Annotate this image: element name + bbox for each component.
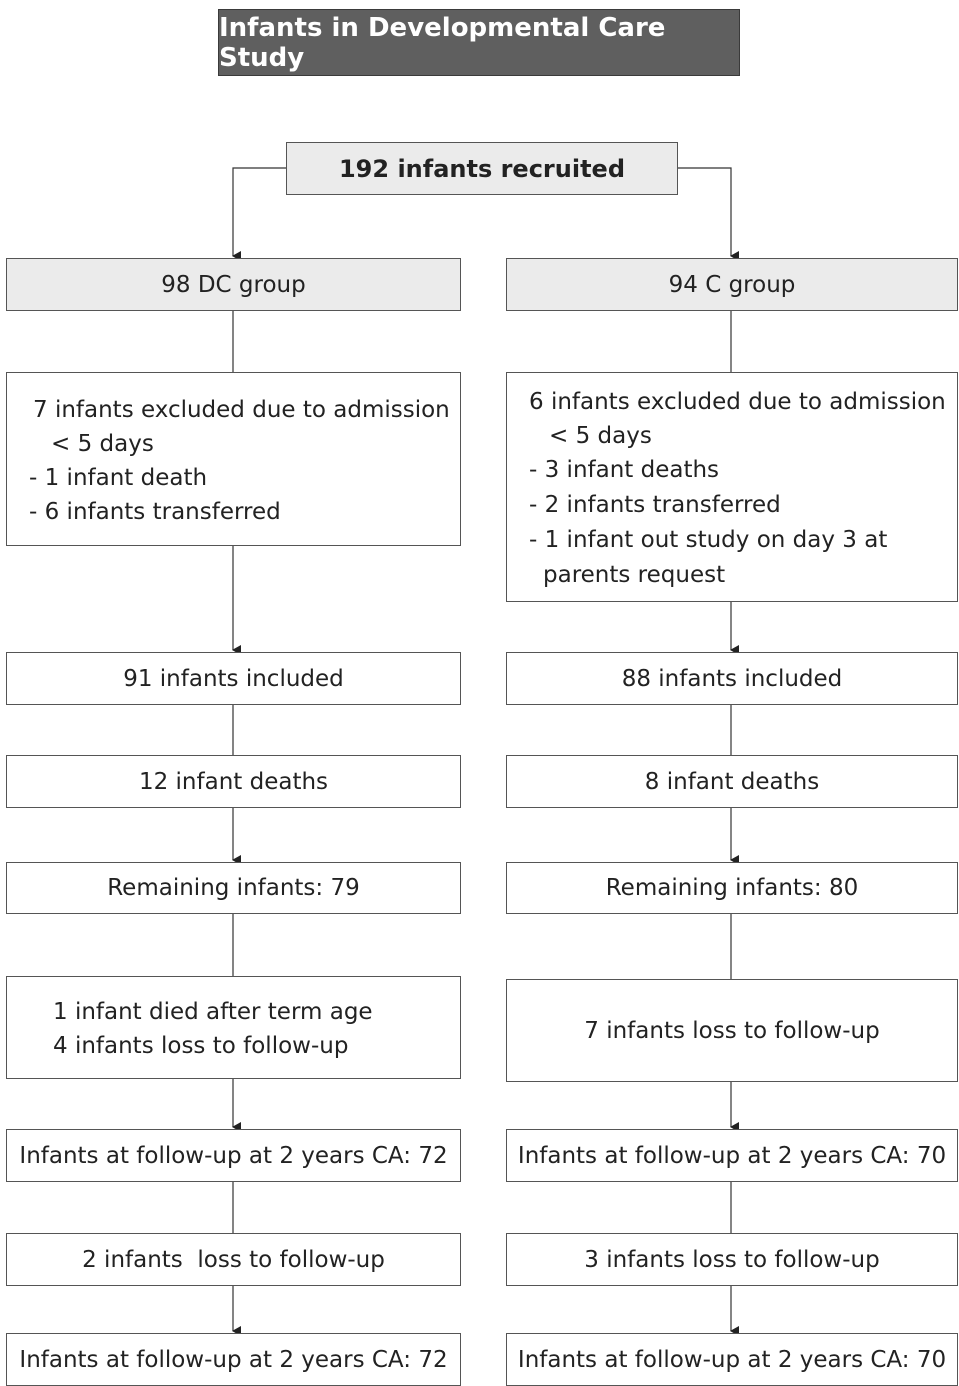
dc-lost-box: 1 infant died after term age 4 infants l… bbox=[6, 976, 461, 1079]
dc-excluded-line-3: - 1 infant death bbox=[29, 465, 208, 491]
dc-excluded-line-4: - 6 infants transferred bbox=[29, 499, 281, 525]
dc-group-box: 98 DC group bbox=[6, 258, 461, 311]
c-excluded-line-2: < 5 days bbox=[549, 423, 652, 449]
c-excluded-line-3: - 3 infant deaths bbox=[529, 457, 720, 483]
c-excluded-line-6: parents request bbox=[543, 562, 726, 588]
dc-followup-1-box: Infants at follow-up at 2 years CA: 72 bbox=[6, 1129, 461, 1182]
dc-deaths-box: 12 infant deaths bbox=[6, 755, 461, 808]
c-followup-2-box: Infants at follow-up at 2 years CA: 70 bbox=[506, 1333, 958, 1386]
dc-lost-line-1: 1 infant died after term age bbox=[53, 999, 373, 1025]
dc-lost-line-2: 4 infants loss to follow-up bbox=[53, 1033, 349, 1059]
dc-followup-2-box: Infants at follow-up at 2 years CA: 72 bbox=[6, 1333, 461, 1386]
dc-lost-2-box: 2 infants loss to follow-up bbox=[6, 1233, 461, 1286]
recruited-box: 192 infants recruited bbox=[286, 142, 678, 195]
connector-recruited-to-dc bbox=[232, 167, 286, 261]
c-deaths-box: 8 infant deaths bbox=[506, 755, 958, 808]
study-title: Infants in Developmental Care Study bbox=[218, 9, 740, 76]
c-excluded-line-4: - 2 infants transferred bbox=[529, 492, 781, 518]
dc-excluded-box: 7 infants excluded due to admission < 5 … bbox=[6, 372, 461, 546]
c-remaining-box: Remaining infants: 80 bbox=[506, 862, 958, 914]
dc-remaining-box: Remaining infants: 79 bbox=[6, 862, 461, 914]
c-followup-1-box: Infants at follow-up at 2 years CA: 70 bbox=[506, 1129, 958, 1182]
c-excluded-line-5: - 1 infant out study on day 3 at bbox=[529, 527, 888, 553]
c-excluded-box: 6 infants excluded due to admission < 5 … bbox=[506, 372, 958, 602]
c-included-box: 88 infants included bbox=[506, 652, 958, 705]
dc-excluded-line-1: 7 infants excluded due to admission bbox=[33, 397, 450, 423]
c-lost-box: 7 infants loss to follow-up bbox=[506, 979, 958, 1082]
dc-included-box: 91 infants included bbox=[6, 652, 461, 705]
c-group-box: 94 C group bbox=[506, 258, 958, 311]
c-lost-2-box: 3 infants loss to follow-up bbox=[506, 1233, 958, 1286]
dc-excluded-line-2: < 5 days bbox=[51, 431, 154, 457]
connector-recruited-to-c bbox=[678, 167, 739, 261]
c-excluded-line-1: 6 infants excluded due to admission bbox=[529, 389, 946, 415]
